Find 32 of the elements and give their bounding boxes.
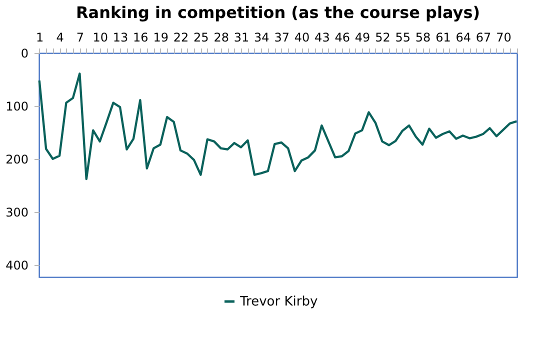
x-tick-label: 25	[194, 30, 209, 44]
y-tick-label: 100	[6, 99, 28, 114]
x-tick-label: 16	[133, 30, 148, 44]
y-tick-label: 300	[6, 205, 28, 220]
x-tick-label: 43	[314, 30, 330, 44]
x-tick-label: 1	[36, 30, 44, 44]
x-tick-label: 7	[76, 30, 84, 44]
x-tick-label: 61	[436, 30, 451, 44]
y-tick-label: 400	[6, 258, 28, 272]
x-tick-label: 64	[456, 30, 472, 44]
x-tick-label: 70	[496, 30, 512, 44]
x-tick-label: 40	[294, 30, 310, 44]
x-tick-label: 58	[415, 30, 431, 44]
y-tick-label: 0	[20, 46, 28, 60]
x-tick-label: 37	[274, 30, 290, 44]
x-tick-label: 19	[153, 30, 168, 44]
x-tick-label: 55	[395, 30, 411, 44]
chart-title: Ranking in competition (as the course plays)	[76, 3, 480, 22]
y-tick-label: 200	[6, 152, 28, 166]
x-tick-label: 34	[254, 30, 270, 44]
x-tick-label: 10	[92, 30, 108, 44]
x-tick-label: 4	[56, 30, 64, 44]
x-tick-label: 49	[354, 30, 370, 44]
x-tick-label: 67	[476, 30, 492, 44]
x-tick-label: 28	[214, 30, 229, 44]
line-series	[38, 72, 518, 180]
x-tick-label: 22	[173, 30, 189, 44]
x-tick-label: 31	[234, 30, 250, 44]
legend-label: Trevor Kirby	[239, 294, 318, 310]
x-tick-label: 52	[375, 30, 390, 44]
x-tick-label: 46	[334, 30, 350, 44]
x-tick-label: 13	[112, 30, 128, 44]
